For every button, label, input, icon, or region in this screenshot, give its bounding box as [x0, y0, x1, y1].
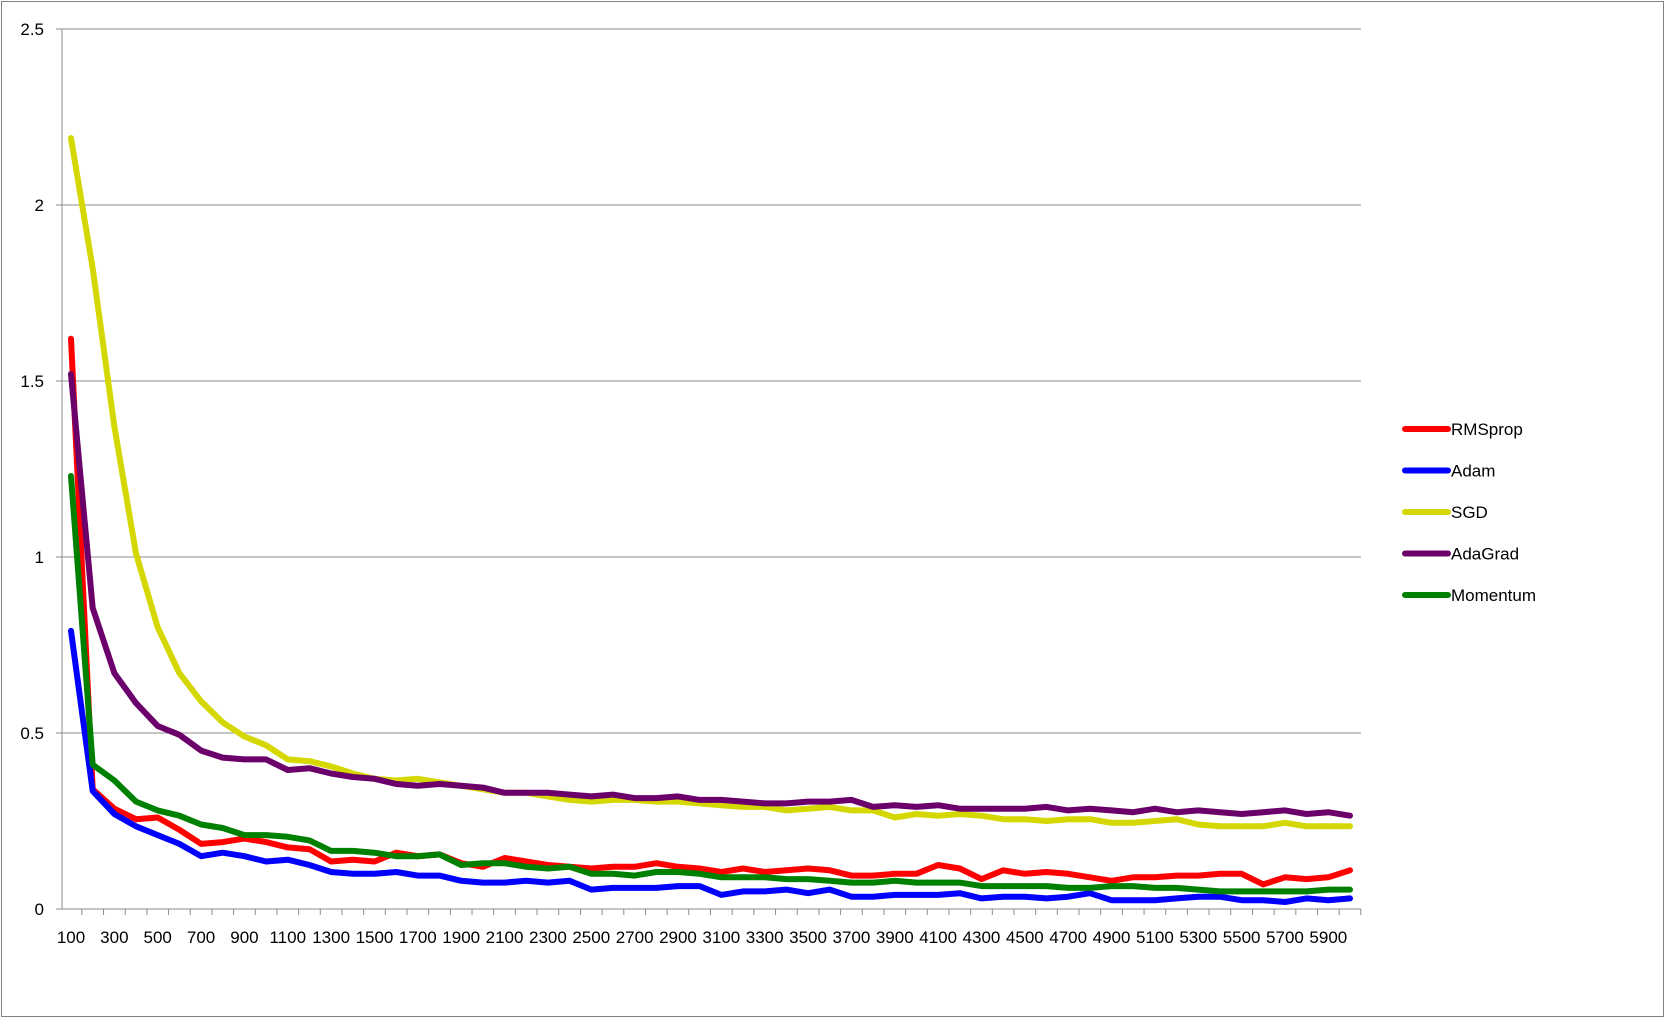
x-tick-label: 5500	[1223, 928, 1261, 947]
x-tick-label: 500	[144, 928, 172, 947]
x-tick-label: 1900	[442, 928, 480, 947]
legend-label-adagrad: AdaGrad	[1451, 545, 1519, 564]
y-tick-label: 0.5	[20, 724, 44, 743]
x-tick-label: 700	[187, 928, 215, 947]
x-tick-label: 1500	[356, 928, 394, 947]
legend-label-sgd: SGD	[1451, 503, 1488, 522]
x-tick-label: 3900	[876, 928, 914, 947]
x-axis-tick-labels: 100 300 500 700 900 1100 1300 1500 1700 1900 2100 2…	[57, 928, 1347, 947]
x-tick-label: 5900	[1309, 928, 1347, 947]
x-tick-label: 4500	[1006, 928, 1044, 947]
legend-label-rmsprop: RMSprop	[1451, 420, 1523, 439]
series-lines	[68, 135, 1353, 905]
x-tick-label: 4100	[919, 928, 957, 947]
x-tick-label: 1700	[399, 928, 437, 947]
series-line-momentum	[68, 473, 1353, 895]
x-tick-label: 1300	[312, 928, 350, 947]
y-tick-label: 2.5	[20, 20, 44, 39]
x-tick-label: 2700	[616, 928, 654, 947]
x-tick-label: 3300	[746, 928, 784, 947]
x-tick-label: 4300	[963, 928, 1001, 947]
y-tick-label: 1	[35, 548, 44, 567]
x-tick-label: 4900	[1093, 928, 1131, 947]
x-tick-label: 3500	[789, 928, 827, 947]
series-line-rmsprop	[68, 335, 1353, 888]
x-tick-label: 2900	[659, 928, 697, 947]
x-tick-label: 2500	[572, 928, 610, 947]
x-tick-label: 5100	[1136, 928, 1174, 947]
x-tick-label: 3100	[702, 928, 740, 947]
x-tick-label: 2100	[486, 928, 524, 947]
x-tick-label: 2300	[529, 928, 567, 947]
y-axis-tick-labels: 0 0.5 1 1.5 2 2.5	[20, 20, 44, 919]
legend: RMSprop Adam SGD AdaGrad Momentum	[1402, 420, 1536, 605]
series-line-adagrad	[68, 371, 1353, 819]
axes	[56, 28, 1362, 915]
legend-label-adam: Adam	[1451, 462, 1495, 481]
series-line-adam	[68, 627, 1353, 905]
x-tick-label: 3700	[832, 928, 870, 947]
x-tick-label: 5300	[1179, 928, 1217, 947]
x-tick-label: 300	[100, 928, 128, 947]
x-tick-label: 5700	[1266, 928, 1304, 947]
x-tick-label: 4700	[1049, 928, 1087, 947]
x-tick-label: 100	[57, 928, 85, 947]
y-tick-label: 0	[35, 900, 44, 919]
x-tick-label: 1100	[269, 928, 306, 947]
y-tick-label: 1.5	[20, 372, 44, 391]
x-tick-label: 900	[230, 928, 258, 947]
series-line-sgd	[68, 135, 1353, 830]
y-tick-label: 2	[35, 196, 44, 215]
gridlines	[62, 28, 1361, 734]
legend-label-momentum: Momentum	[1451, 586, 1536, 605]
